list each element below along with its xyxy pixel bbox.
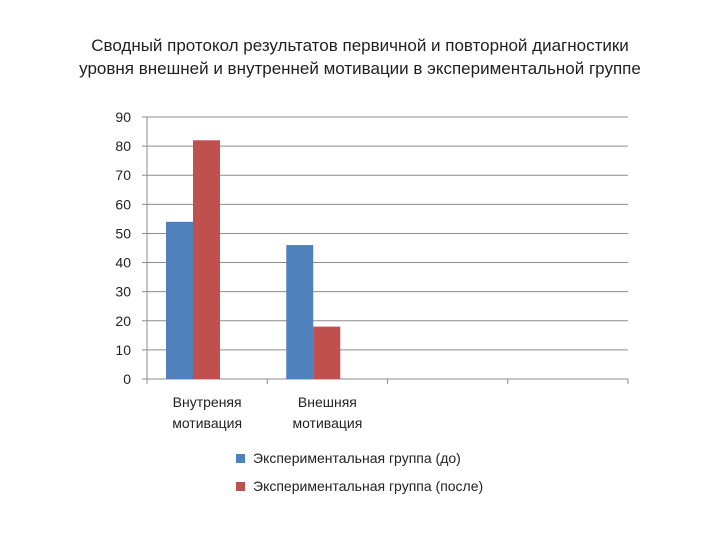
legend-swatch-before: [236, 453, 245, 463]
x-category-label: мотивация: [172, 415, 242, 431]
bar-after: [313, 326, 341, 379]
y-tick-label: 30: [115, 284, 131, 300]
y-tick-label: 50: [115, 225, 131, 241]
y-tick-label: 80: [115, 138, 131, 154]
chart-legend: Экспериментальная группа (до) Эксперимен…: [236, 444, 483, 500]
legend-swatch-after: [236, 481, 245, 491]
legend-item-after: Экспериментальная группа (после): [236, 472, 483, 500]
legend-label-before: Экспериментальная группа (до): [253, 450, 461, 466]
y-tick-label: 60: [115, 196, 131, 212]
bar-before: [166, 221, 193, 379]
y-tick-label: 0: [123, 371, 131, 387]
legend-item-before: Экспериментальная группа (до): [236, 444, 483, 472]
y-tick-label: 90: [115, 109, 131, 125]
chart-title-line-2: уровня внешней и внутренней мотивации в …: [79, 59, 641, 78]
chart-title: Сводный протокол результатов первичной и…: [0, 34, 720, 80]
x-category-label: мотивация: [292, 415, 362, 431]
chart-title-line-1: Сводный протокол результатов первичной и…: [91, 36, 629, 55]
y-tick-label: 40: [115, 255, 131, 271]
legend-label-after: Экспериментальная группа (после): [253, 478, 484, 494]
y-tick-label: 20: [115, 313, 131, 329]
y-tick-label: 10: [115, 342, 131, 358]
bar-chart: 0 10 20 30 40 50 60 70 80 90 Внутреняя мотивация Вне…: [115, 109, 629, 431]
y-tick-label: 70: [115, 167, 131, 183]
x-category-label: Внешняя: [298, 394, 357, 410]
bar-after: [193, 140, 220, 379]
bar-before: [286, 245, 314, 379]
x-category-label: Внутреняя: [173, 394, 242, 410]
